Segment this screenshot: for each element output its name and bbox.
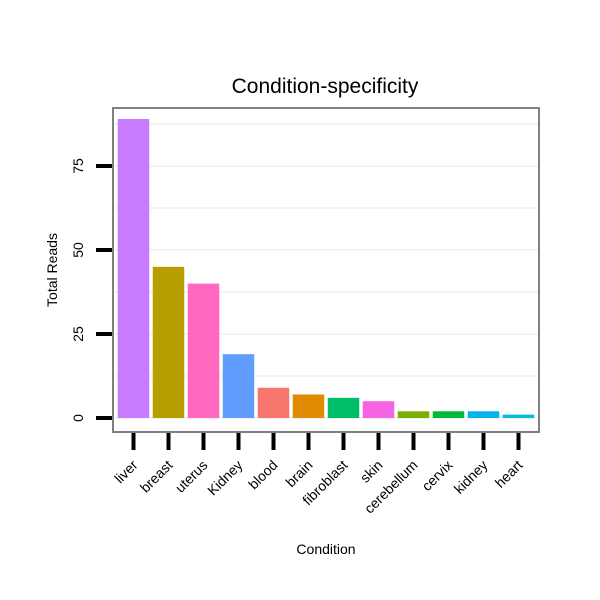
bar-cerebellum	[397, 411, 430, 418]
y-axis: 0 25 50 75	[70, 158, 112, 422]
bar-uterus	[187, 283, 220, 418]
x-tick-label-breast: breast	[137, 457, 176, 496]
plot-panel-border	[112, 107, 540, 433]
y-tick-label: 50	[70, 242, 86, 258]
bar-fibroblast	[327, 397, 360, 418]
x-tick-label-liver: liver	[111, 457, 141, 487]
x-tick-label-uterus: uterus	[172, 457, 211, 496]
bar-cervix	[432, 411, 465, 418]
chart-title: Condition-specificity	[232, 75, 419, 98]
bar-skin	[362, 401, 395, 418]
x-tick-label-skin: skin	[357, 457, 386, 486]
x-axis-title: Condition	[296, 541, 355, 557]
x-tick-label-heart: heart	[492, 457, 526, 491]
bars	[117, 118, 535, 419]
x-tick-label-cervix: cervix	[418, 457, 455, 494]
y-tick-label: 75	[70, 158, 86, 174]
bar-kidney	[222, 354, 255, 418]
y-tick-label: 25	[70, 326, 86, 342]
bar-breast	[152, 266, 185, 418]
x-tick-label-kidney: kidney	[451, 457, 491, 497]
bar-blood	[257, 387, 290, 418]
bar-heart	[502, 414, 535, 418]
x-tick-label-kidney: Kidney	[204, 457, 246, 499]
gridlines	[114, 123, 538, 419]
y-tick-label: 0	[70, 414, 86, 422]
y-axis-title: Total Reads	[44, 233, 60, 307]
x-tick-label-blood: blood	[245, 457, 281, 493]
bar-brain	[292, 394, 325, 418]
bar-liver	[117, 118, 150, 419]
bar-kidney	[467, 411, 500, 418]
